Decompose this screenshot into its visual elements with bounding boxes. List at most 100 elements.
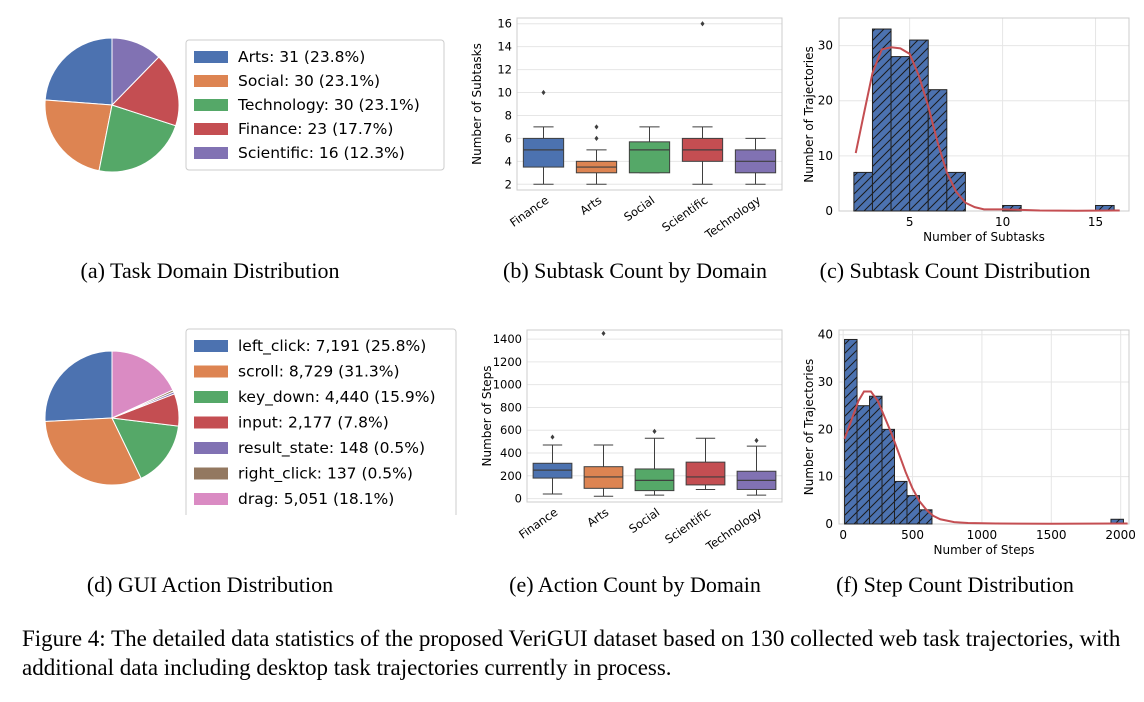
- caption-e: (e) Action Count by Domain: [509, 572, 761, 597]
- hist-bar-8: [1002, 204, 1022, 212]
- legend-swatch-2: [194, 391, 228, 403]
- y-tick-label-1: 200: [500, 469, 522, 483]
- y-tick-label-3: 600: [500, 423, 522, 437]
- outlier-2-0: [652, 428, 657, 434]
- x-tick-label-4: 2000: [1105, 528, 1135, 542]
- y-tick-label-0: 2: [505, 177, 512, 191]
- legend-label-2: key_down: 4,440 (15.9%): [238, 388, 436, 407]
- boxplot-b: 2 4 6 8 10 12 14 16 Finance Arts Social ScientificT…: [470, 17, 783, 242]
- histogram-c: 5 10 15 0 10 20 30 Number of Subtasks Number of …: [802, 17, 1130, 244]
- pie-slice-0: [44, 37, 113, 106]
- pie-slice-2: [111, 417, 180, 480]
- legend-label-0: Arts: 31 (23.8%): [238, 48, 365, 66]
- x-tick-label-1: 10: [995, 215, 1010, 229]
- y-tick-label-2: 400: [500, 446, 522, 460]
- y-tick-label-5: 12: [497, 63, 512, 77]
- legend-label-3: input: 2,177 (7.8%): [238, 414, 389, 432]
- y-tick-label-7: 16: [497, 17, 512, 31]
- y-tick-label-1: 10: [818, 149, 833, 163]
- y-tick-label-6: 14: [497, 40, 512, 54]
- pie-slice-4: [111, 37, 160, 107]
- box-3: [685, 461, 726, 486]
- y-axis-label: Number of Subtasks: [470, 43, 484, 165]
- outlier-0-0: [541, 89, 546, 96]
- caption-f: (f) Step Count Distribution: [836, 572, 1074, 597]
- box-0: [522, 137, 565, 168]
- legend-label-4: Scientific: 16 (12.3%): [238, 144, 405, 162]
- legend-box: [185, 328, 457, 515]
- legend-label-6: drag: 5,051 (18.1%): [238, 490, 394, 508]
- x-axis-label: Number of Steps: [934, 543, 1035, 557]
- legend-label-2: Technology: 30 (23.1%): [237, 96, 420, 114]
- legend-label-1: scroll: 8,729 (31.3%): [238, 363, 400, 381]
- y-tick-label-2: 20: [818, 422, 833, 436]
- legend-swatch-1: [194, 365, 228, 378]
- pie-slice-0: [44, 350, 113, 422]
- x-tick-label-4: Technology: [703, 505, 765, 554]
- legend-label-3: Finance: 23 (17.7%): [238, 120, 393, 138]
- histogram-f: 0 500 1000 1500 2000 0 10 20 30 40 Number of Steps…: [802, 328, 1135, 557]
- hist-bar-0: [853, 171, 873, 212]
- plot-frame: [526, 329, 783, 503]
- pie-chart-d: left_click: 7,191 (25.8%) scroll: 8,729 (…: [44, 328, 457, 515]
- plot-frame: [516, 17, 783, 191]
- pie-chart-a: Arts: 31 (23.8%) Social: 30 (23.1%) Techno…: [44, 37, 445, 173]
- x-tick-label-4: Technology: [702, 193, 764, 242]
- x-tick-label-1: 500: [901, 528, 924, 542]
- outlier-0-0: [550, 434, 555, 440]
- x-tick-label-0: Finance: [507, 193, 551, 230]
- legend-swatch-3: [194, 416, 228, 429]
- y-tick-label-1: 4: [505, 154, 512, 168]
- outlier-1-0: [594, 135, 599, 141]
- legend-label-4: result_state: 148 (0.5%): [238, 439, 425, 458]
- x-tick-label-1: Arts: [584, 505, 611, 530]
- y-tick-label-3: 8: [505, 108, 512, 122]
- y-tick-label-0: 0: [825, 517, 833, 531]
- x-tick-label-2: 15: [1088, 215, 1103, 229]
- x-tick-label-2: Social: [621, 193, 657, 224]
- y-tick-label-2: 6: [505, 131, 512, 145]
- pie-slice-3: [111, 56, 180, 127]
- hist-bar-4: [894, 480, 908, 525]
- y-axis-label: Number of Trajectories: [802, 46, 816, 183]
- legend-label-5: right_click: 137 (0.5%): [238, 465, 413, 484]
- pie-slice-2: [98, 104, 177, 173]
- hist-bar-1: [856, 405, 871, 525]
- legend-swatch-0: [194, 340, 228, 352]
- y-axis-label: Number of Trajectories: [802, 359, 816, 496]
- legend-swatch-3: [194, 123, 228, 135]
- caption-a: (a) Task Domain Distribution: [80, 258, 340, 283]
- y-tick-label-7: 1400: [493, 332, 522, 346]
- y-tick-label-3: 30: [818, 39, 833, 53]
- figure-caption: Figure 4: The detailed data statistics o…: [22, 626, 1121, 680]
- hist-bar-3: [909, 39, 929, 212]
- legend-box: [185, 39, 445, 171]
- x-tick-label-3: Scientific: [659, 193, 710, 235]
- y-tick-label-0: 0: [515, 492, 522, 506]
- y-tick-label-4: 10: [497, 86, 512, 100]
- caption-b: (b) Subtask Count by Domain: [503, 258, 767, 283]
- x-tick-label-3: 1500: [1036, 528, 1067, 542]
- kde-curve: [854, 46, 1120, 212]
- box-2: [628, 141, 671, 174]
- y-tick-label-4: 800: [500, 400, 522, 414]
- legend-swatch-4: [194, 147, 228, 159]
- hist-bar-3: [881, 428, 896, 525]
- legend-swatch-5: [194, 467, 228, 480]
- pie-slice-6: [111, 350, 174, 419]
- x-tick-label-0: Finance: [516, 505, 560, 542]
- outlier-1-0: [601, 330, 606, 337]
- legend-swatch-1: [194, 75, 228, 87]
- caption-d: (d) GUI Action Distribution: [86, 572, 334, 597]
- y-tick-label-4: 40: [818, 328, 833, 342]
- outlier-4-0: [754, 437, 759, 444]
- hist-bar-4: [927, 89, 948, 212]
- x-tick-label-1: Arts: [577, 193, 604, 218]
- caption-c: (c) Subtask Count Distribution: [819, 258, 1091, 283]
- kde-curve: [843, 390, 1128, 525]
- plot-frame: [838, 17, 1130, 212]
- x-tick-label-0: 0: [839, 528, 847, 542]
- x-tick-label-2: 1000: [967, 528, 998, 542]
- y-tick-label-5: 1000: [493, 378, 522, 392]
- outlier-1-1: [594, 124, 599, 130]
